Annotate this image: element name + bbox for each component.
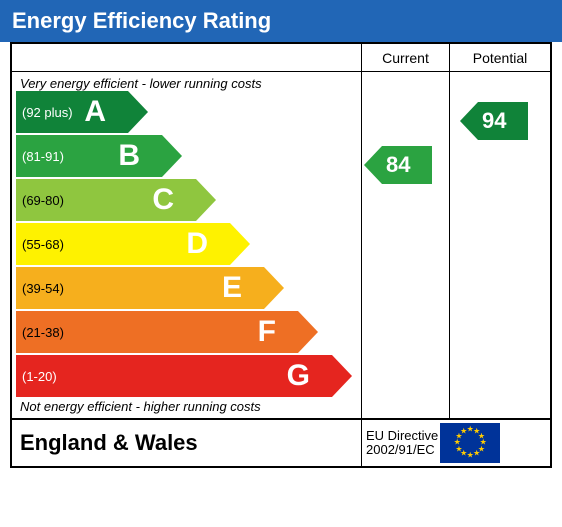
rating-columns: 84 94 xyxy=(362,72,550,418)
band-letter: A xyxy=(84,95,106,129)
band-bar-f: (21-38) F xyxy=(16,311,298,353)
band-range: (39-54) xyxy=(22,281,64,296)
current-column: 84 xyxy=(362,72,450,418)
subtitle-top: Very energy efficient - lower running co… xyxy=(16,76,361,91)
potential-column: 94 xyxy=(450,72,550,418)
eu-star-icon: ★ xyxy=(467,452,474,461)
band-range: (81-91) xyxy=(22,149,64,164)
band-bar-c: (69-80) C xyxy=(16,179,196,221)
band-range: (1-20) xyxy=(22,369,57,384)
band-row-e: (39-54) E xyxy=(16,267,361,309)
eu-star-icon: ★ xyxy=(460,427,467,436)
eu-flag-icon: ★★★★★★★★★★★★ xyxy=(440,423,500,463)
subtitle-bottom: Not energy efficient - higher running co… xyxy=(16,399,361,414)
header-spacer xyxy=(12,44,362,71)
eu-star-icon: ★ xyxy=(473,450,480,459)
band-bar-a: (92 plus) A xyxy=(16,91,128,133)
chart-box: Current Potential Very energy efficient … xyxy=(10,42,552,468)
band-range: (55-68) xyxy=(22,237,64,252)
epc-chart: Energy Efficiency Rating Current Potenti… xyxy=(0,0,562,468)
band-bar-e: (39-54) E xyxy=(16,267,264,309)
title-bar: Energy Efficiency Rating xyxy=(0,0,562,42)
directive-line2: 2002/91/EC xyxy=(366,442,435,457)
band-letter: G xyxy=(287,359,310,393)
current-arrow: 84 xyxy=(382,146,432,184)
potential-value: 94 xyxy=(482,108,506,134)
band-row-a: (92 plus) A xyxy=(16,91,361,133)
band-letter: F xyxy=(258,315,276,349)
header-potential: Potential xyxy=(450,44,550,71)
band-letter: C xyxy=(152,183,174,217)
current-value: 84 xyxy=(386,152,410,178)
band-row-c: (69-80) C xyxy=(16,179,361,221)
footer-directive: EU Directive 2002/91/EC ★★★★★★★★★★★★ xyxy=(362,420,550,466)
bars-column: Very energy efficient - lower running co… xyxy=(12,72,362,418)
band-row-f: (21-38) F xyxy=(16,311,361,353)
band-bar-b: (81-91) B xyxy=(16,135,162,177)
band-row-d: (55-68) D xyxy=(16,223,361,265)
band-bar-d: (55-68) D xyxy=(16,223,230,265)
header-row: Current Potential xyxy=(12,44,550,72)
directive-line1: EU Directive xyxy=(366,428,438,443)
header-current: Current xyxy=(362,44,450,71)
footer-region: England & Wales xyxy=(12,420,362,466)
band-range: (69-80) xyxy=(22,193,64,208)
band-letter: E xyxy=(222,271,242,305)
band-row-b: (81-91) B xyxy=(16,135,361,177)
band-bar-g: (1-20) G xyxy=(16,355,332,397)
potential-arrow: 94 xyxy=(478,102,528,140)
band-range: (21-38) xyxy=(22,325,64,340)
footer-row: England & Wales EU Directive 2002/91/EC … xyxy=(12,418,550,466)
band-range: (92 plus) xyxy=(22,105,73,120)
band-row-g: (1-20) G xyxy=(16,355,361,397)
band-letter: B xyxy=(118,139,140,173)
body-row: Very energy efficient - lower running co… xyxy=(12,72,550,418)
band-letter: D xyxy=(186,227,208,261)
